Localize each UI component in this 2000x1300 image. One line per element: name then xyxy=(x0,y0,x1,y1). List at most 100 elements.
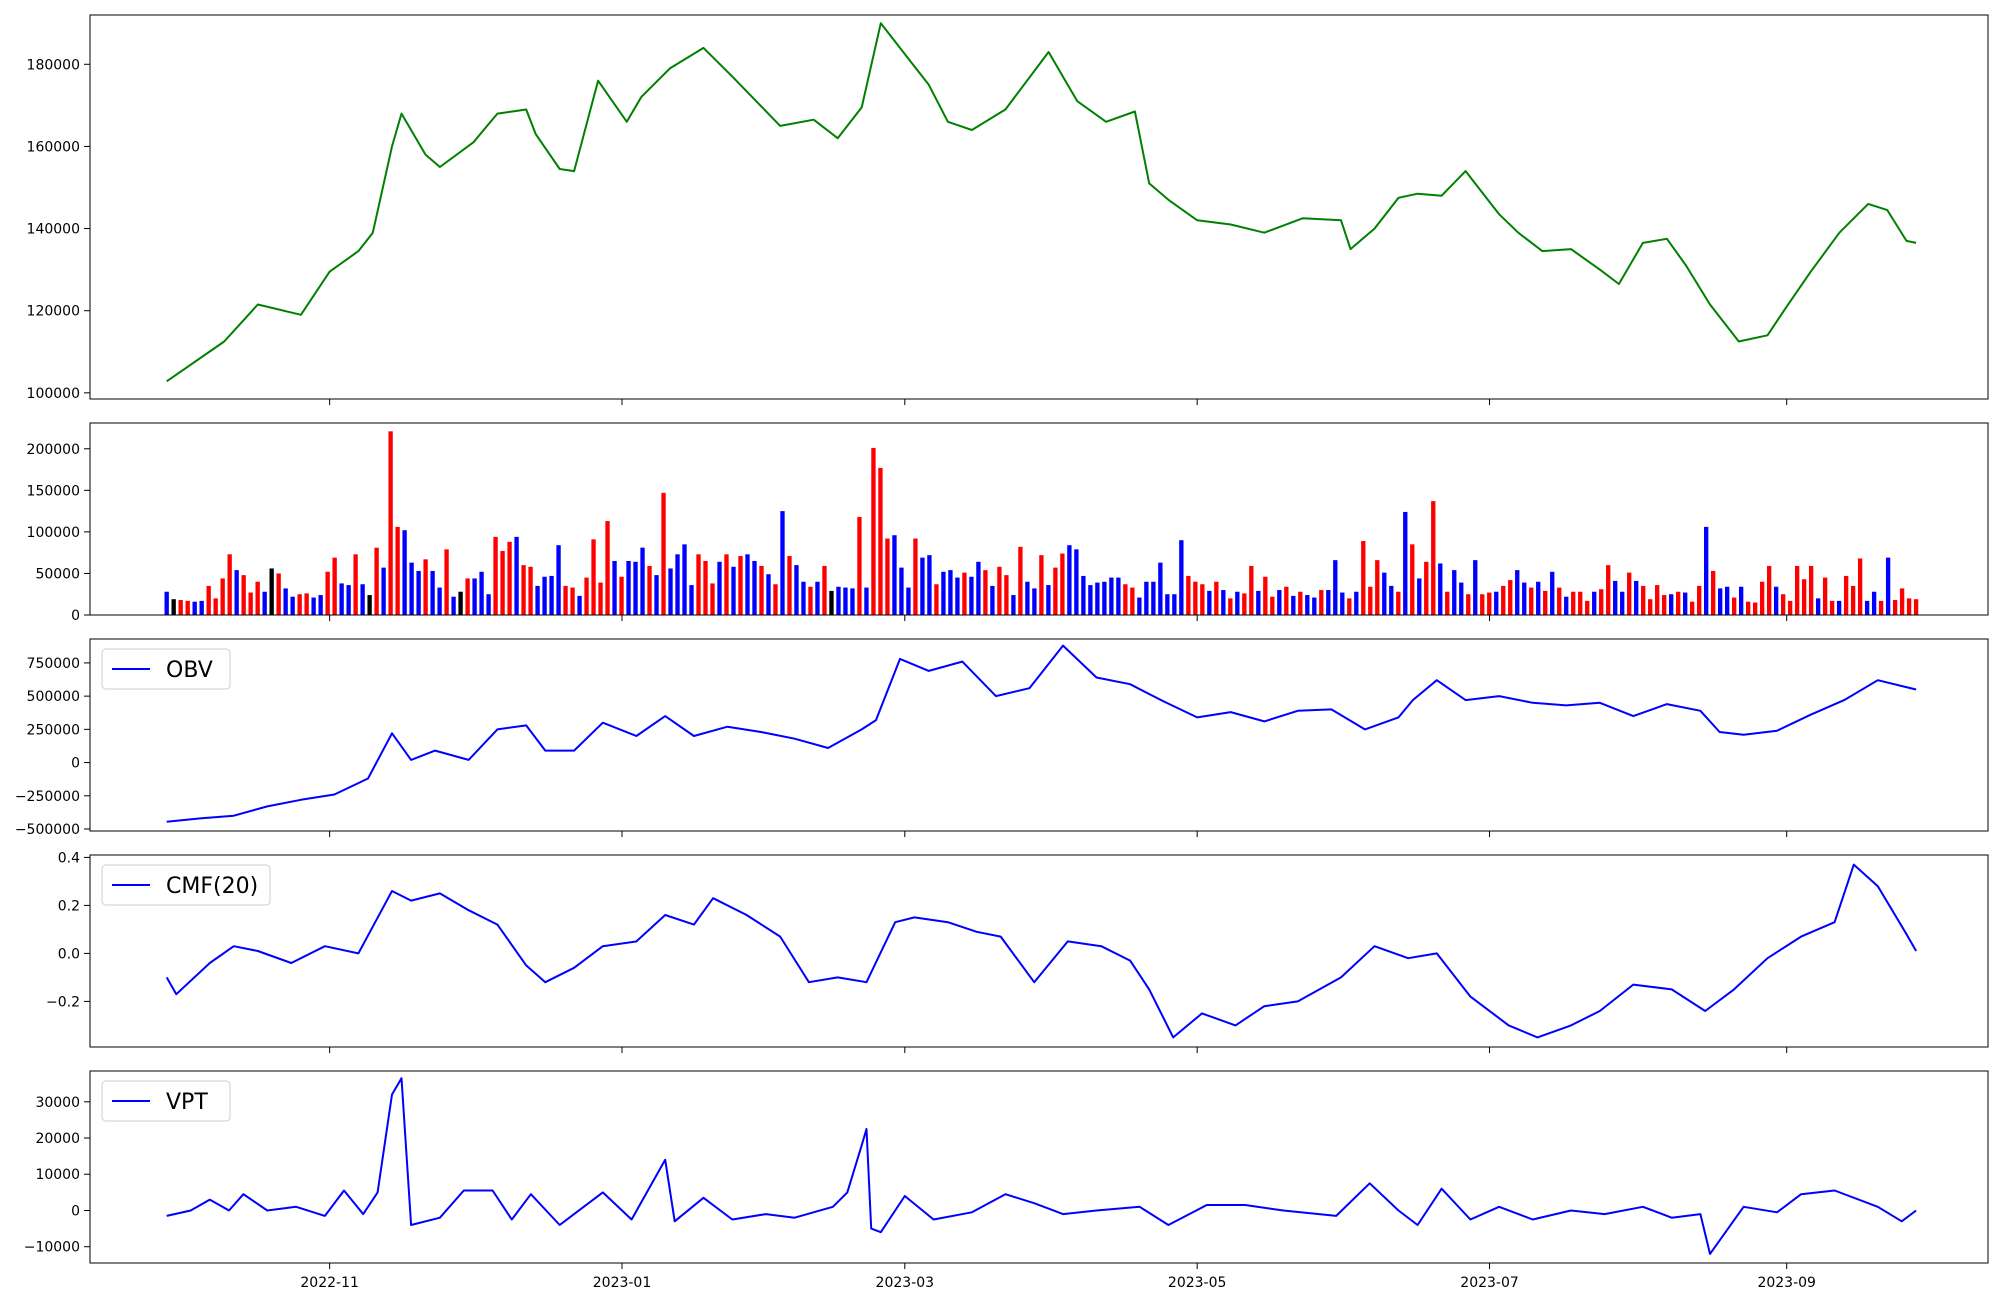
volume-bar xyxy=(1773,586,1779,615)
volume-bar xyxy=(1857,558,1863,615)
y-tick-label: 50000 xyxy=(35,566,80,582)
volume-bar xyxy=(1676,591,1681,615)
series-line xyxy=(166,22,1917,383)
volume-bar xyxy=(1634,580,1639,615)
volume-bar xyxy=(542,576,547,615)
volume-bar xyxy=(752,560,757,615)
volume-bar xyxy=(759,565,764,615)
volume-bar xyxy=(738,555,743,615)
volume-bar xyxy=(367,595,372,615)
volume-bar xyxy=(360,584,365,615)
x-tick-label: 2023-03 xyxy=(876,1275,935,1291)
volume-bar xyxy=(577,595,582,615)
volume-bar xyxy=(1501,585,1506,615)
volume-bar xyxy=(1815,598,1821,615)
volume-bar xyxy=(605,521,610,615)
volume-bar xyxy=(374,547,379,615)
volume-bar xyxy=(1892,600,1898,615)
volume-bar xyxy=(171,599,176,615)
volume-bar xyxy=(1724,586,1730,615)
volume-bar xyxy=(276,573,281,615)
volume-bar xyxy=(927,555,932,615)
volume-bar xyxy=(1438,563,1443,615)
y-tick-label: 140000 xyxy=(27,222,80,238)
volume-bar xyxy=(1836,600,1842,615)
volume-bar xyxy=(1487,592,1492,615)
volume-bar xyxy=(1613,580,1618,615)
volume-bar xyxy=(969,576,974,615)
legend-box xyxy=(101,864,271,906)
y-tick-label: 0.2 xyxy=(58,898,80,914)
volume-bar xyxy=(815,581,820,615)
volume-bar xyxy=(1109,577,1114,615)
volume-bar xyxy=(563,585,568,615)
volume-bar xyxy=(682,544,687,615)
volume-bar xyxy=(521,565,526,615)
panel-2: 0 50000 100000 150000 200000 xyxy=(27,422,1989,624)
axes-frame xyxy=(89,854,1989,1048)
volume-bar xyxy=(1060,553,1065,615)
volume-bar xyxy=(1766,565,1772,615)
volume-bar xyxy=(1256,590,1261,615)
x-tick-label: 2022-11 xyxy=(300,1275,359,1291)
volume-bar xyxy=(689,585,694,615)
volume-bar xyxy=(1249,565,1254,615)
volume-bar xyxy=(1410,544,1415,615)
volume-bar xyxy=(1480,594,1485,615)
volume-bar xyxy=(801,581,806,615)
panels: 1000001200001400001600001800000500001000… xyxy=(15,14,1989,1291)
y-tick-label: 0.4 xyxy=(58,850,80,866)
volume-bar xyxy=(661,492,666,615)
volume-bar xyxy=(836,586,841,615)
volume-bar xyxy=(1515,570,1520,615)
volume-bar xyxy=(1578,591,1583,615)
volume-bar xyxy=(724,554,729,615)
volume-bar xyxy=(1130,587,1135,615)
volume-bar xyxy=(1878,600,1884,615)
volume-bar xyxy=(1368,586,1373,615)
volume-bar xyxy=(381,567,386,615)
legend-label: CMF(20) xyxy=(166,874,258,899)
volume-bar xyxy=(1298,591,1303,615)
volume-bar xyxy=(787,555,792,615)
volume-bar xyxy=(1780,594,1786,615)
volume-bar xyxy=(1382,572,1387,615)
volume-bar xyxy=(1445,591,1450,615)
y-tick-label: 0 xyxy=(71,608,80,624)
volume-bar xyxy=(514,536,519,615)
volume-bar xyxy=(766,574,771,615)
volume-bar xyxy=(325,571,330,615)
volume-bar xyxy=(500,551,505,615)
volume-bar xyxy=(871,447,876,615)
volume-bar xyxy=(1032,588,1037,615)
volume-bar xyxy=(556,545,561,615)
axes-frame xyxy=(89,422,1989,616)
y-tick-label: 750000 xyxy=(27,656,80,672)
volume-bar xyxy=(1207,590,1212,615)
volume-bar xyxy=(1599,589,1604,615)
volume-bar xyxy=(1536,581,1541,615)
volume-bar xyxy=(1759,581,1765,615)
volume-bar xyxy=(1375,560,1380,615)
volume-bar xyxy=(1508,580,1513,615)
y-tick-label: 200000 xyxy=(27,442,80,458)
volume-bar xyxy=(1571,591,1576,615)
volume-bar xyxy=(1186,575,1191,615)
volume-bar xyxy=(1745,601,1751,615)
volume-bar xyxy=(626,560,631,615)
volume-bar xyxy=(1899,588,1905,615)
volume-bar xyxy=(920,557,925,615)
volume-bar xyxy=(1466,594,1471,615)
volume-bar xyxy=(388,431,393,615)
series-line xyxy=(166,1077,1917,1255)
volume-bar xyxy=(1151,581,1156,615)
volume-bar xyxy=(1843,575,1849,615)
volume-bar xyxy=(409,562,414,615)
volume-bar xyxy=(633,561,638,615)
volume-bar xyxy=(1347,598,1352,615)
volume-bar xyxy=(297,594,302,615)
volume-bar xyxy=(1655,585,1660,615)
volume-bar xyxy=(1829,600,1835,615)
volume-bar xyxy=(934,584,939,615)
